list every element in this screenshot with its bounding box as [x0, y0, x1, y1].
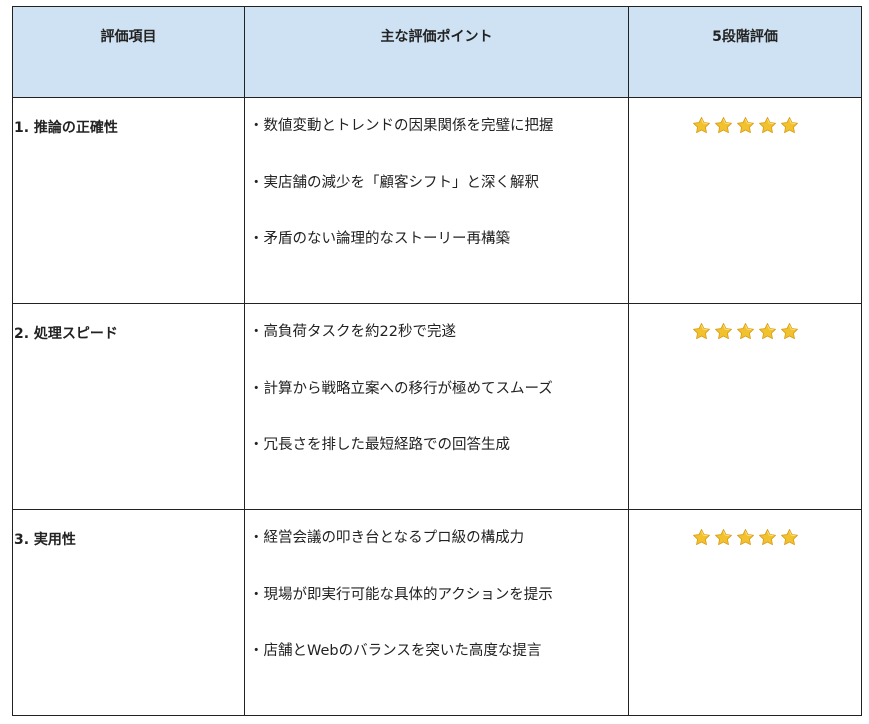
evaluation-point: ・店舗とWebのバランスを突いた高度な提言 [249, 643, 542, 659]
star-rating [629, 98, 861, 139]
header-rating: 5段階評価 [628, 6, 862, 98]
evaluation-table: 評価項目 主な評価ポイント 5段階評価 1. 推論の正確性 ・数値変動とトレンド… [12, 6, 862, 716]
star-icon [692, 528, 711, 547]
header-row: 評価項目 主な評価ポイント 5段階評価 [12, 6, 862, 98]
star-icon [758, 116, 777, 135]
star-icon [714, 116, 733, 135]
evaluation-point: ・高負荷タスクを約22秒で完遂 [249, 324, 456, 340]
star-rating [629, 304, 861, 345]
evaluation-point: ・実店舗の減少を「顧客シフト」と深く解釈 [249, 174, 539, 191]
table-row: 1. 推論の正確性 ・数値変動とトレンドの因果関係を完璧に把握 ・実店舗の減少を「… [12, 97, 862, 304]
evaluation-point: ・数値変動とトレンドの因果関係を完璧に把握 [249, 118, 554, 134]
evaluation-point: ・矛盾のない論理的なストーリー再構築 [249, 231, 510, 247]
star-icon [714, 528, 733, 547]
star-rating [629, 510, 861, 551]
evaluation-point: ・計算から戦略立案への移行が極めてスムーズ [249, 380, 553, 397]
header-item: 評価項目 [12, 6, 245, 98]
evaluation-item: 2. 処理スピード [14, 326, 118, 342]
star-icon [758, 322, 777, 341]
table-row: 3. 実用性 ・経営会議の叩き台となるプロ級の構成力・現場が即実行可能な具体的ア… [12, 509, 862, 716]
star-icon [692, 322, 711, 341]
evaluation-point: ・現場が即実行可能な具体的アクションを提示 [249, 586, 553, 603]
evaluation-points: ・数値変動とトレンドの因果関係を完璧に把握 ・実店舗の減少を「顧客シフト」と深く解… [245, 98, 628, 286]
evaluation-item: 1. 推論の正確性 [14, 120, 118, 136]
star-icon [736, 528, 755, 547]
star-icon [714, 322, 733, 341]
header-points: 主な評価ポイント [244, 6, 629, 98]
star-icon [736, 116, 755, 135]
star-icon [780, 116, 799, 135]
evaluation-point: ・経営会議の叩き台となるプロ級の構成力 [249, 530, 525, 546]
evaluation-points: ・高負荷タスクを約22秒で完遂・計算から戦略立案への移行が極めてスムーズ ・冗長さ… [245, 304, 628, 492]
star-icon [758, 528, 777, 547]
star-icon [736, 322, 755, 341]
star-icon [780, 322, 799, 341]
star-icon [780, 528, 799, 547]
evaluation-point: ・冗長さを排した最短経路での回答生成 [249, 437, 510, 453]
star-icon [692, 116, 711, 135]
evaluation-item: 3. 実用性 [14, 532, 76, 548]
evaluation-points: ・経営会議の叩き台となるプロ級の構成力・現場が即実行可能な具体的アクションを提示… [245, 510, 628, 698]
table-row: 2. 処理スピード ・高負荷タスクを約22秒で完遂・計算から戦略立案への移行が極… [12, 303, 862, 510]
